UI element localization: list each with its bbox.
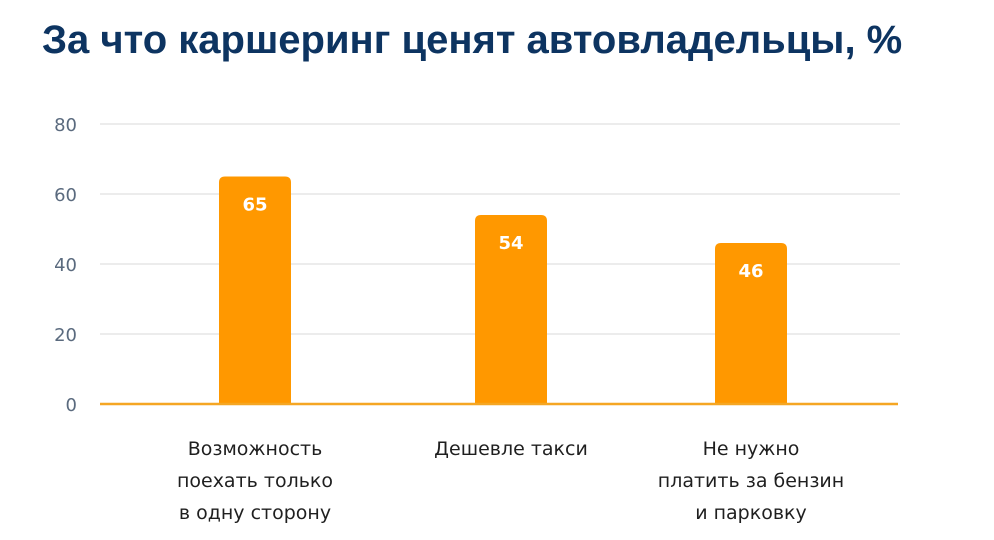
bar-value-label: 54 xyxy=(498,233,523,254)
bar xyxy=(219,176,291,404)
bar xyxy=(475,215,547,404)
x-category-label: Не нужно платить за бензин и парковку xyxy=(658,438,844,524)
bar xyxy=(715,243,787,404)
x-category-label: Возможность поехать только в одну сторону xyxy=(177,438,333,524)
x-category-label: Дешевле такси xyxy=(434,438,588,460)
chart-title: За что каршеринг ценят автовладельцы, % xyxy=(42,18,903,62)
y-tick-label: 80 xyxy=(54,115,77,136)
bar-value-label: 65 xyxy=(242,195,267,216)
y-tick-label: 60 xyxy=(54,185,77,206)
y-tick-label: 20 xyxy=(54,325,77,346)
bar-value-label: 46 xyxy=(738,261,763,282)
y-tick-label: 40 xyxy=(54,255,77,276)
y-tick-label: 0 xyxy=(66,395,77,416)
